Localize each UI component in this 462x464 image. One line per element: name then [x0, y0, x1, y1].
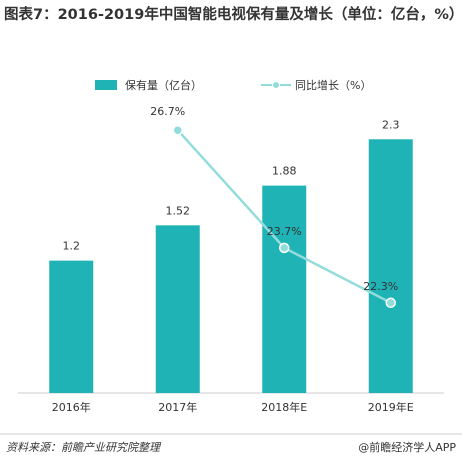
- x-tick-label: 2017年: [158, 400, 197, 414]
- data-label: 1.88: [272, 165, 297, 178]
- x-tick-label: 2019年E: [368, 400, 414, 414]
- credit: @前瞻经济学人APP: [358, 440, 456, 454]
- bar: [262, 185, 307, 393]
- bar: [155, 225, 200, 393]
- x-tick-label: 2018年E: [261, 400, 307, 414]
- line-point: [385, 297, 396, 309]
- data-label: 23.7%: [267, 225, 302, 238]
- legend-label: 同比增长（%）: [295, 78, 371, 92]
- source: 资料来源：前瞻产业研究院整理: [6, 441, 162, 454]
- line-point: [172, 124, 183, 136]
- data-label: 2.3: [382, 118, 400, 131]
- legend-label: 保有量（亿台）: [125, 78, 202, 92]
- data-label: 1.52: [166, 204, 191, 217]
- line-point: [279, 242, 290, 254]
- chart-title: 图表7：2016-2019年中国智能电视保有量及增长（单位：亿台，%）: [4, 7, 462, 23]
- x-tick-label: 2016年: [52, 400, 91, 414]
- legend-swatch: [272, 81, 280, 89]
- data-label: 1.2: [63, 240, 81, 253]
- legend-swatch: [95, 80, 117, 90]
- data-label: 22.3%: [363, 280, 398, 293]
- bar: [49, 260, 94, 393]
- data-label: 26.7%: [150, 105, 185, 118]
- bar: [368, 139, 413, 393]
